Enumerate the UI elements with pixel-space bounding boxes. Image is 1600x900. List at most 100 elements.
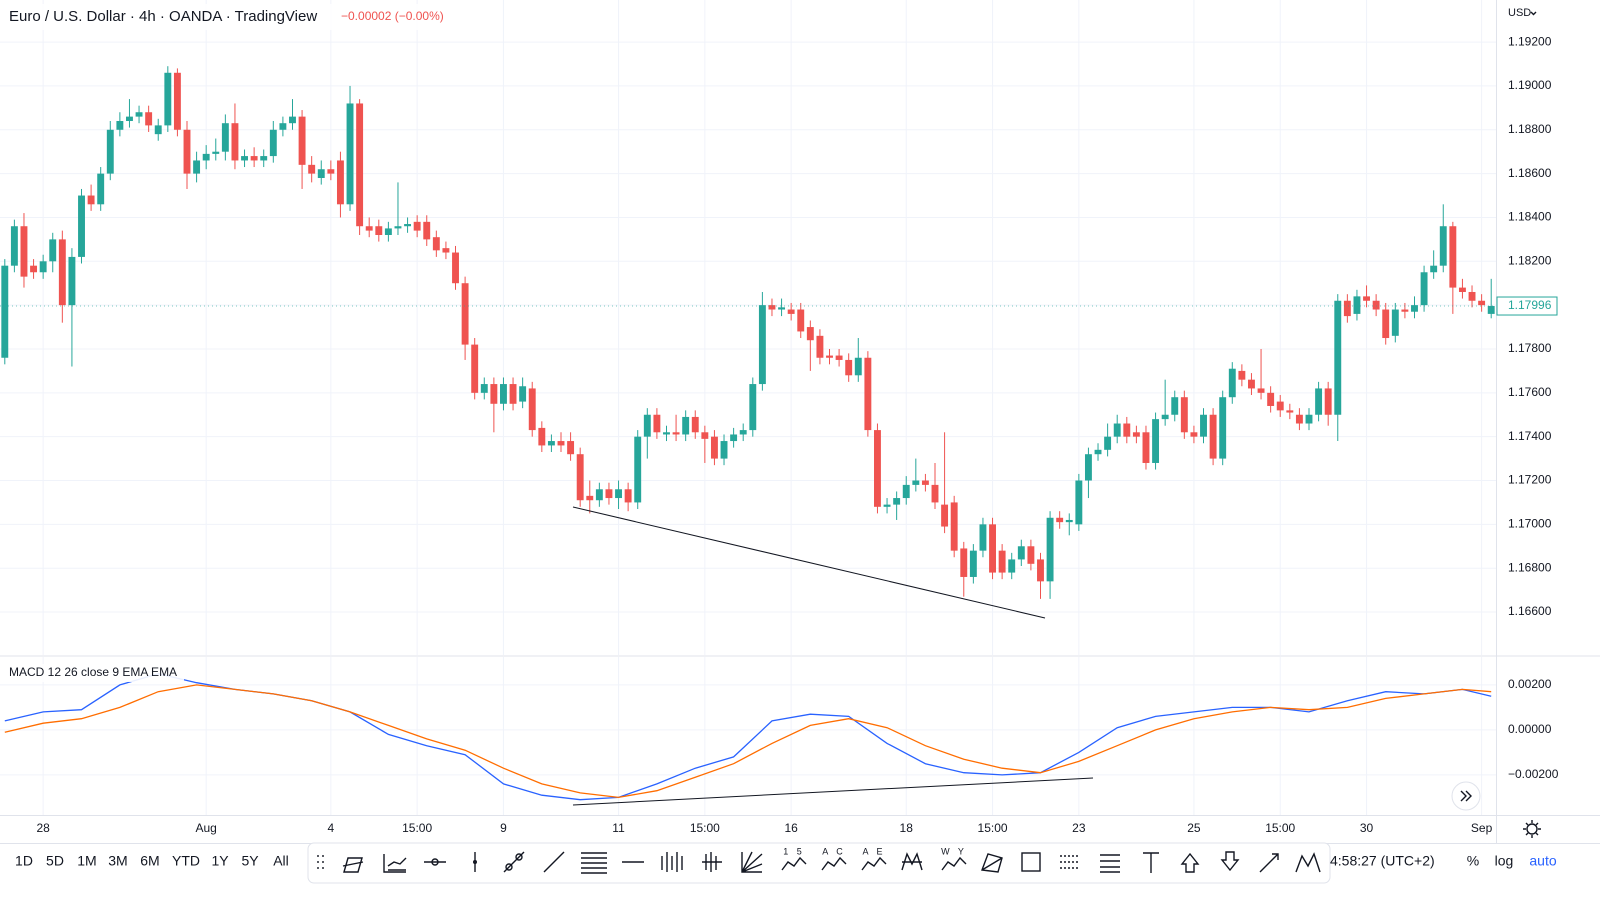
- candle-body: [365, 226, 373, 231]
- timeframe-button[interactable]: 1M: [77, 853, 96, 869]
- tool-icon[interactable]: [821, 856, 847, 871]
- candle-body: [595, 489, 603, 501]
- tool-icon[interactable]: [741, 851, 763, 873]
- timeframe-button[interactable]: 6M: [140, 853, 159, 869]
- tool-icon[interactable]: [473, 860, 477, 864]
- indicator-line: [4, 684, 1492, 799]
- tool-icon[interactable]: [1100, 854, 1120, 873]
- timeframe-button[interactable]: 5D: [46, 853, 64, 869]
- candle-body: [68, 256, 76, 306]
- tool-icon[interactable]: [901, 852, 923, 871]
- tool-icon[interactable]: [342, 857, 364, 873]
- tool-icon[interactable]: [383, 854, 407, 873]
- candle-body: [231, 123, 239, 161]
- trend-line[interactable]: [572, 506, 1046, 619]
- candle-body: [1037, 559, 1044, 582]
- timeframe-button[interactable]: 5Y: [241, 853, 259, 869]
- candle-body: [634, 436, 642, 503]
- drag-handle[interactable]: [317, 855, 324, 869]
- clock[interactable]: 4:58:27 (UTC+2): [1330, 853, 1435, 869]
- x-tick-label: 18: [900, 821, 914, 835]
- candle-body: [586, 495, 594, 501]
- tool-icon[interactable]: [1143, 852, 1159, 873]
- candle-body: [279, 123, 287, 130]
- candle-body: [1286, 410, 1294, 413]
- candle-body: [912, 480, 920, 485]
- candle-body: [643, 414, 651, 437]
- auto-toggle[interactable]: auto: [1529, 853, 1556, 869]
- candle-body: [1132, 432, 1140, 437]
- timeframe-button[interactable]: All: [273, 853, 289, 869]
- settings-button[interactable]: [1526, 823, 1538, 835]
- tool-icon[interactable]: [1060, 855, 1080, 869]
- x-tick-label: 30: [1360, 821, 1374, 835]
- candle-body: [624, 489, 632, 503]
- tool-icon[interactable]: [1021, 852, 1041, 872]
- candle-body: [241, 156, 248, 161]
- trend-line[interactable]: [572, 777, 1094, 806]
- candle-body: [1248, 379, 1255, 389]
- percent-toggle[interactable]: %: [1467, 853, 1479, 869]
- tool-icon[interactable]: [515, 853, 523, 861]
- candle-body: [1372, 300, 1380, 310]
- candle-body: [202, 153, 210, 161]
- candle-body: [135, 112, 143, 117]
- candle-body: [78, 195, 85, 257]
- drawing-tools: [317, 851, 1321, 874]
- currency[interactable]: USD: [1508, 7, 1531, 19]
- candle-body: [1420, 272, 1428, 306]
- timeframe-button[interactable]: 3M: [108, 853, 127, 869]
- tool-icon[interactable]: [661, 852, 683, 872]
- candle-body: [1449, 226, 1457, 288]
- tool-icon[interactable]: [941, 856, 967, 871]
- tool-icon[interactable]: [781, 856, 807, 871]
- candle-body: [1, 265, 9, 358]
- tool-icon[interactable]: [505, 863, 513, 871]
- candle-body: [1171, 397, 1179, 415]
- tool-icon[interactable]: [1259, 853, 1279, 873]
- tool-icon[interactable]: [581, 852, 607, 874]
- x-tick-label: 25: [1187, 821, 1201, 835]
- candle-body: [183, 129, 191, 174]
- candle-body: [1228, 368, 1236, 398]
- candle-body: [509, 384, 517, 404]
- tool-icon[interactable]: [702, 852, 722, 872]
- tool-icon[interactable]: [1295, 852, 1321, 873]
- tool-icon[interactable]: [1220, 851, 1240, 872]
- candle-body: [663, 432, 670, 435]
- candle-body: [375, 226, 383, 235]
- log-toggle[interactable]: log: [1495, 853, 1514, 869]
- tool-icon[interactable]: [543, 851, 565, 873]
- tool-icon[interactable]: [503, 851, 525, 873]
- tool-icon[interactable]: [981, 853, 1003, 873]
- timeframe-button[interactable]: 1Y: [211, 853, 229, 869]
- y-tick-label: 1.18400: [1508, 210, 1552, 224]
- tool-icon[interactable]: [431, 858, 439, 866]
- grid: [0, 0, 1496, 815]
- symbol-title[interactable]: Euro / U.S. Dollar · 4h · OANDA · Tradin…: [9, 8, 317, 25]
- candle-body: [97, 173, 105, 205]
- candle-body: [1094, 449, 1102, 455]
- candle-body: [691, 416, 699, 433]
- indicator-title[interactable]: MACD 12 26 close 9 EMA EMA: [9, 665, 177, 679]
- candle-body: [1257, 388, 1265, 393]
- candle-body: [145, 112, 153, 126]
- timeframe-button[interactable]: YTD: [172, 853, 200, 869]
- x-tick-label: 23: [1072, 821, 1086, 835]
- last-price-label: 1.17996: [1508, 298, 1552, 312]
- indicator-label-bg: [4, 664, 184, 682]
- timeframe-button[interactable]: 1D: [15, 853, 33, 869]
- tool-icon[interactable]: [861, 856, 887, 871]
- candle-body: [39, 261, 47, 273]
- x-tick-label: 15:00: [1265, 821, 1295, 835]
- tool-icon[interactable]: [1180, 852, 1200, 873]
- x-tick-label: 9: [500, 821, 507, 835]
- x-tick-label: 15:00: [690, 821, 720, 835]
- x-tick-label: 16: [784, 821, 798, 835]
- y-tick-label: 1.16600: [1508, 604, 1552, 618]
- candle-body: [20, 226, 28, 277]
- candle-body: [1353, 296, 1361, 314]
- header-bg: [0, 4, 460, 30]
- candle-body: [173, 72, 181, 130]
- candle-body: [845, 359, 853, 376]
